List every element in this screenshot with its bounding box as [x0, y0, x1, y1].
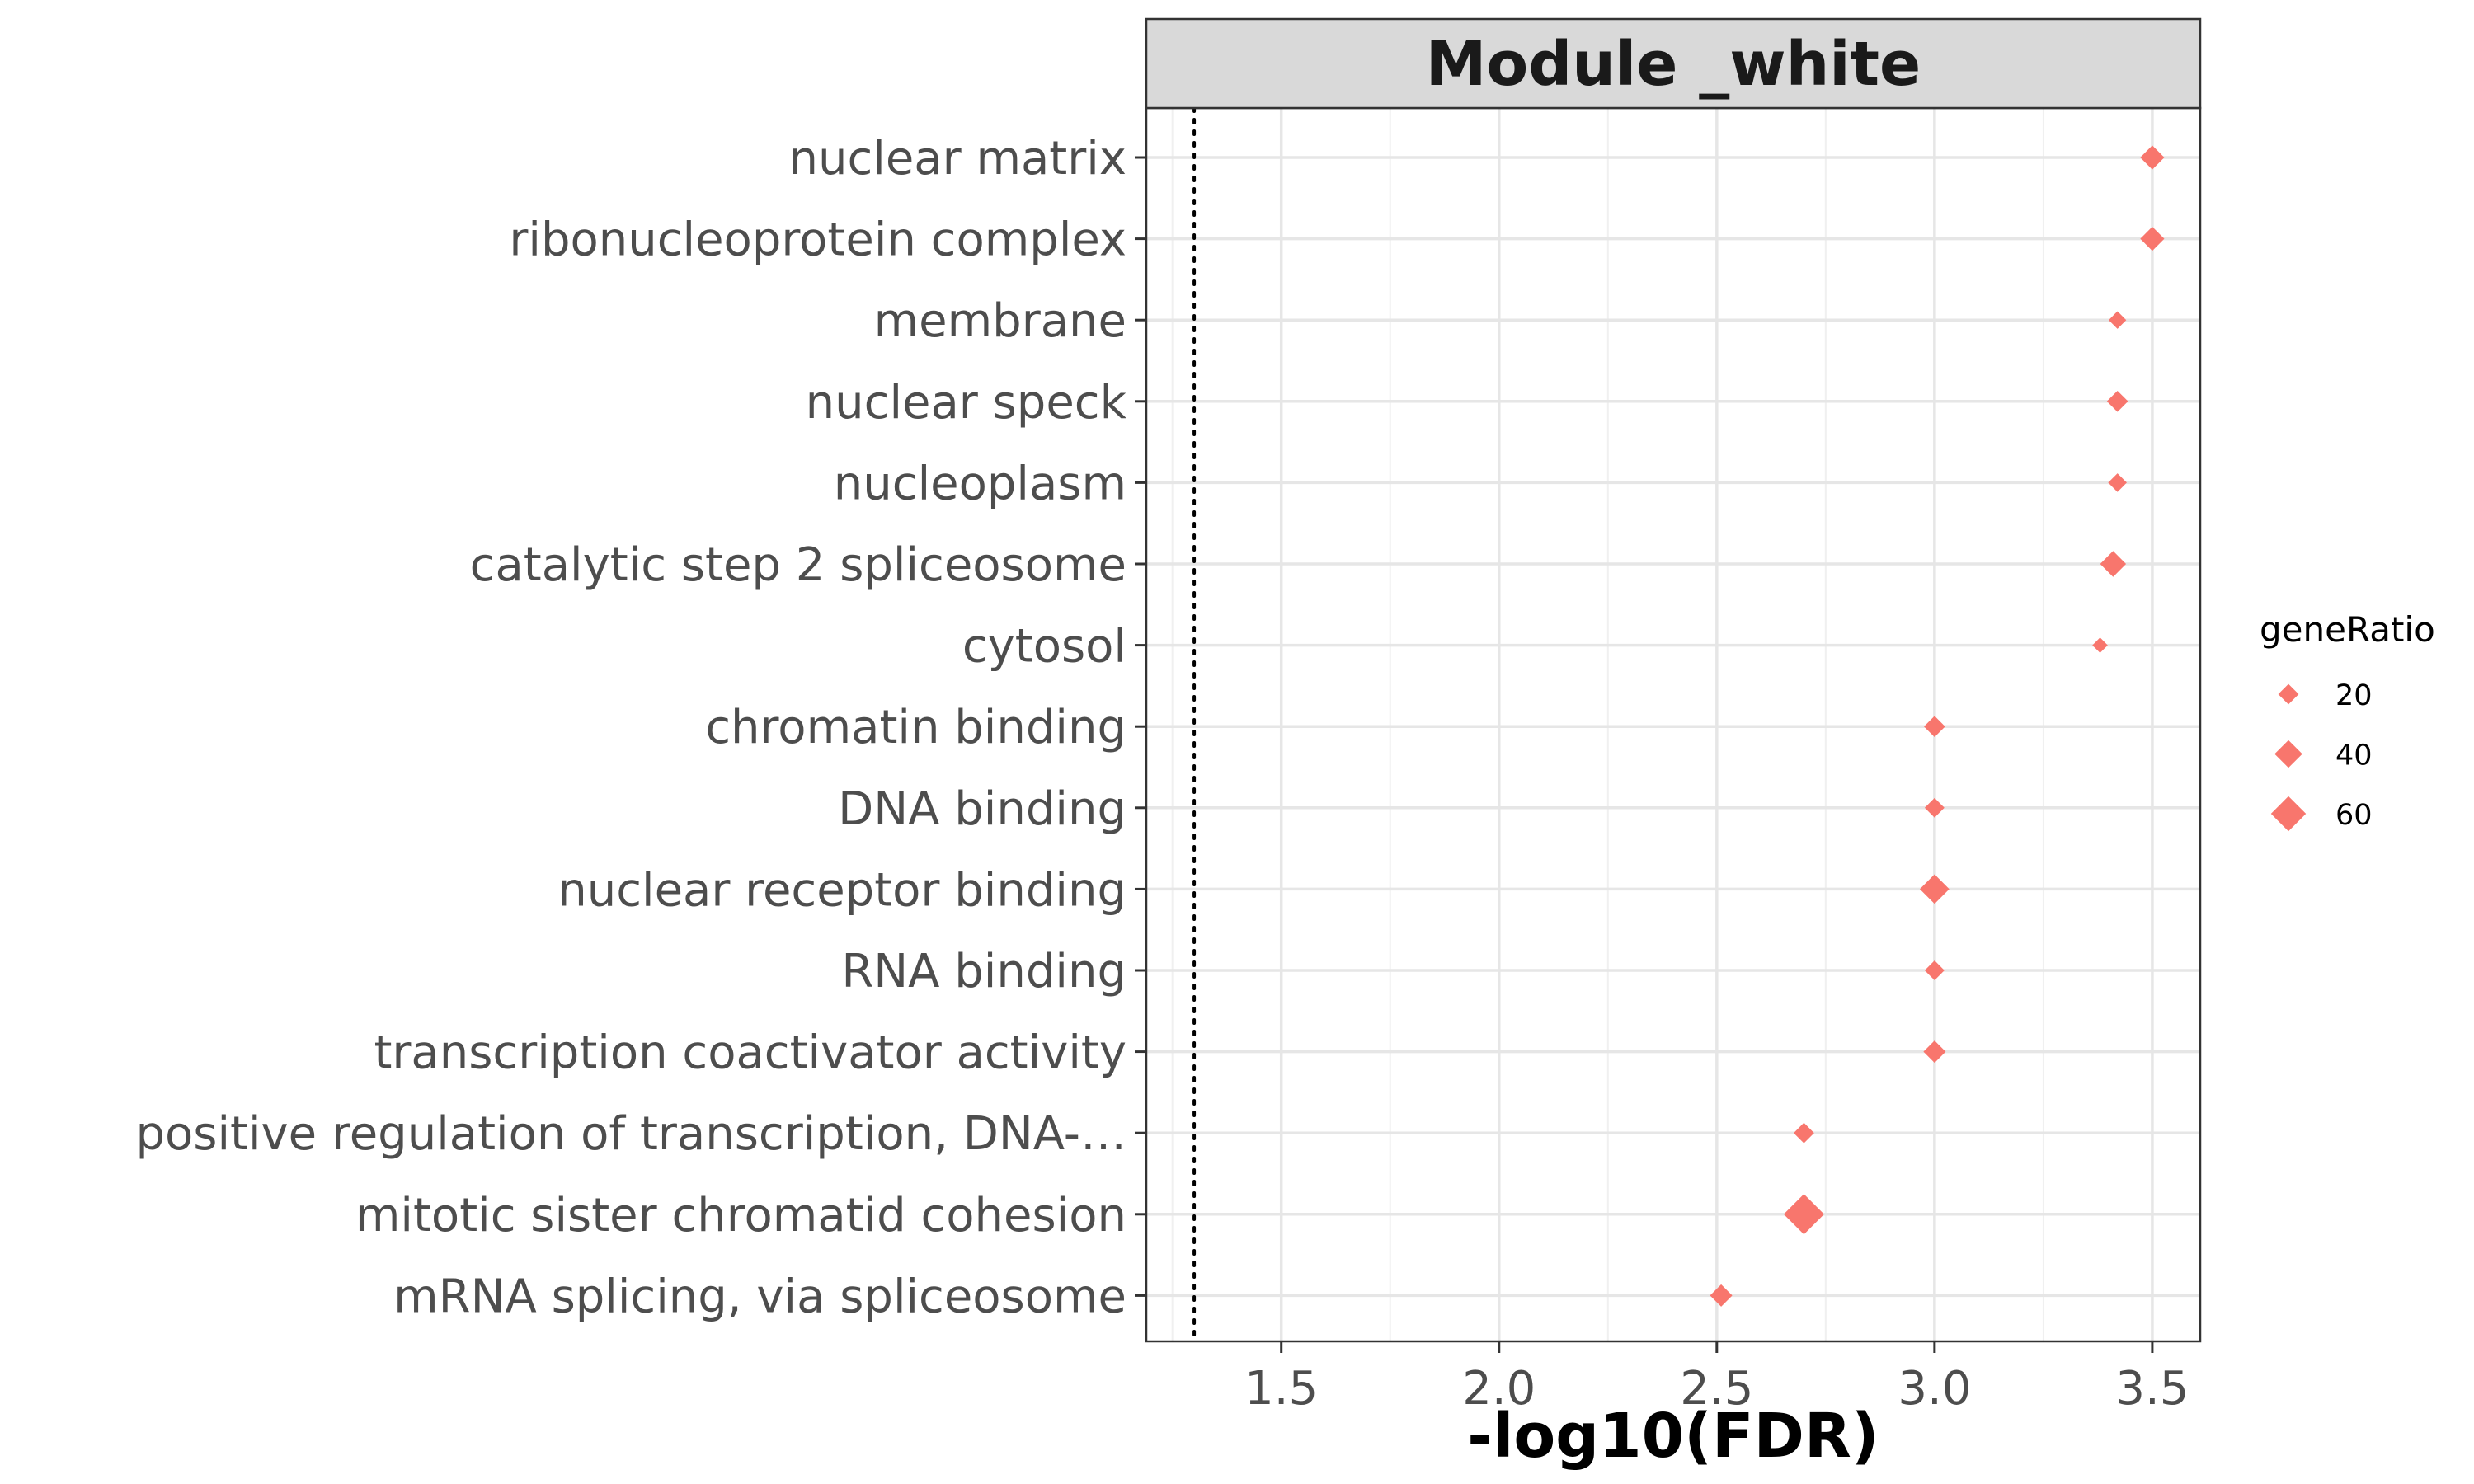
- data-point: [2108, 473, 2127, 492]
- data-point: [2100, 551, 2127, 577]
- category-label: DNA binding: [838, 782, 1126, 836]
- category-label: nuclear speck: [806, 376, 1127, 430]
- data-point: [1924, 716, 1945, 738]
- category-label: mRNA splicing, via spliceosome: [393, 1270, 1126, 1323]
- category-label: positive regulation of transcription, DN…: [135, 1107, 1126, 1161]
- x-tick-label: 1.5: [1244, 1362, 1318, 1416]
- x-tick-label: 2.5: [1680, 1362, 1753, 1416]
- strip-header: Module _white: [1145, 17, 2202, 110]
- points-group: [1710, 145, 2165, 1307]
- data-point: [1710, 1284, 1733, 1307]
- category-label: chromatin binding: [705, 701, 1126, 754]
- category-label: ribonucleoprotein complex: [509, 214, 1126, 267]
- legend-label: 20: [2335, 679, 2373, 712]
- legend-key: [2278, 683, 2299, 705]
- legend-label: 60: [2335, 799, 2373, 832]
- legend-label: 40: [2335, 740, 2373, 773]
- x-axis-label: -log10(FDR): [1467, 1401, 1879, 1472]
- legend-key: [2274, 740, 2302, 768]
- category-label: membrane: [874, 294, 1126, 348]
- strip-background: [1145, 17, 2202, 110]
- category-label: mitotic sister chromatid cohesion: [355, 1189, 1126, 1242]
- data-point: [1783, 1194, 1824, 1235]
- category-labels: nuclear matrix ribonucleoprotein complex m…: [135, 132, 1146, 1323]
- category-label: cytosol: [962, 620, 1126, 674]
- data-point: [1794, 1122, 1814, 1144]
- data-point: [2140, 145, 2165, 170]
- panel-grid: [1146, 108, 2200, 1341]
- legend-key: [2270, 796, 2307, 832]
- data-point: [1919, 874, 1950, 904]
- data-point: [2109, 311, 2127, 329]
- panel-background: [1146, 108, 2200, 1341]
- category-label: catalytic step 2 spliceosome: [470, 538, 1126, 592]
- category-label: nuclear matrix: [789, 132, 1126, 186]
- legend: geneRatio 20 40 60: [2260, 609, 2435, 832]
- x-tick-label: 3.5: [2115, 1362, 2189, 1416]
- legend-title: geneRatio: [2260, 609, 2435, 650]
- category-label: nucleoplasm: [834, 457, 1126, 510]
- data-point: [1924, 797, 1945, 818]
- x-axis-ticks: 1.5 2.0 2.5 3.0 3.5: [1244, 1341, 2189, 1416]
- data-point: [1924, 960, 1945, 980]
- data-point: [2140, 227, 2165, 251]
- x-tick-label: 3.0: [1898, 1362, 1971, 1416]
- data-point: [2092, 637, 2108, 653]
- data-point: [2106, 390, 2128, 412]
- category-label: RNA binding: [841, 945, 1126, 998]
- category-label: transcription coactivator activity: [374, 1026, 1126, 1080]
- chart-title: Module _white: [1426, 29, 1921, 100]
- x-tick-label: 2.0: [1462, 1362, 1536, 1416]
- category-label: nuclear receptor binding: [557, 863, 1126, 917]
- data-point: [1923, 1040, 1946, 1064]
